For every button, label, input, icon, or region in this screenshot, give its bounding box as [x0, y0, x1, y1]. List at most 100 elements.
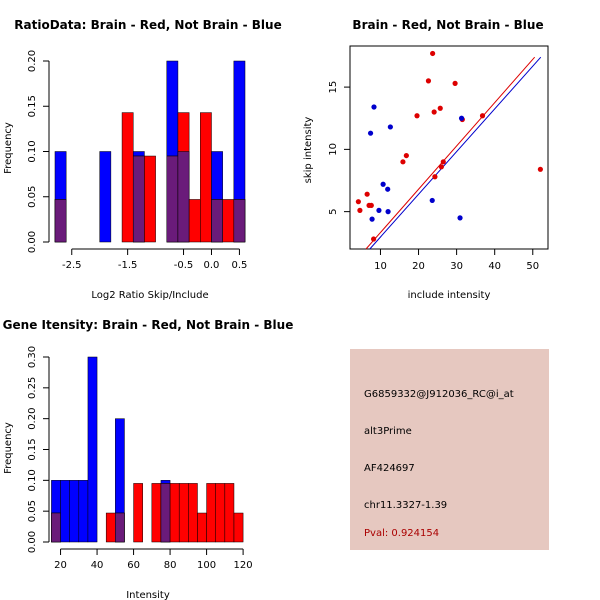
scatter-blue-fit-line — [369, 56, 542, 250]
ratio-histogram-axes: -2.5 -1.5 -0.5 0.0 0.5 0.00 0.05 0.10 0.15 0.20 — [27, 50, 247, 271]
ratio-histogram-panel: RatioData: Brain - Red, Not Brain - Blue… — [3, 18, 282, 301]
intensity-bar-brain — [206, 483, 216, 543]
ratio-bar-brain — [144, 155, 156, 243]
accession-id: AF424697 — [364, 463, 415, 474]
scatter-ylabel: skip intensity — [303, 117, 314, 184]
ratio-histogram-title: RatioData: Brain - Red, Not Brain - Blue — [14, 18, 281, 32]
scatter-point-notbrain — [385, 186, 391, 192]
scatter-point-brain — [368, 202, 374, 209]
intensity-bar-notbrain — [78, 480, 89, 543]
scatter-title: Brain - Red, Not Brain - Blue — [352, 18, 543, 32]
intensity-bar-notbrain — [87, 356, 98, 543]
ratio-bar-overlap — [54, 199, 67, 243]
scatter-point-notbrain — [457, 215, 463, 221]
intensity-x-tick-label: 120 — [234, 560, 253, 571]
intensity-bar-overlap — [51, 512, 61, 543]
scatter-point-notbrain — [385, 209, 391, 215]
scatter-point-brain — [452, 80, 458, 86]
chromosome-location: chr11.3327-1.39 — [364, 500, 447, 511]
scatter-point-brain — [430, 50, 436, 57]
intensity-x-tick-label: 80 — [164, 560, 177, 571]
scatter-point-brain — [403, 152, 409, 159]
ratio-bar-brain — [200, 112, 212, 243]
intensity-bar-brain — [197, 512, 207, 543]
scatter-point-notbrain — [376, 207, 382, 213]
ratio-bar-overlap — [132, 155, 145, 243]
scatter-point-brain — [438, 164, 444, 170]
scatter-point-notbrain — [429, 197, 435, 204]
intensity-y-tick-label: 0.00 — [27, 531, 38, 553]
ratio-y-tick-label: 0.15 — [27, 95, 38, 117]
scatter-point-brain — [414, 113, 420, 119]
ratio-y-tick-label: 0.20 — [27, 50, 38, 72]
intensity-y-tick-label: 0.30 — [27, 346, 38, 368]
scatter-point-brain — [431, 109, 437, 115]
intensity-bar-brain — [133, 483, 143, 543]
intensity-bar-brain — [188, 483, 198, 543]
ratio-bar-overlap — [166, 155, 179, 243]
scatter-point-brain — [479, 113, 486, 119]
intensity-bar-overlap — [115, 512, 125, 543]
intensity-histogram-bars — [51, 356, 244, 543]
ratio-bar-overlap — [177, 151, 190, 243]
scatter-point-brain — [355, 199, 361, 205]
scatter-xlabel: include intensity — [408, 290, 491, 301]
ratio-x-tick-label: 0.5 — [231, 260, 247, 271]
scatter-point-notbrain — [458, 115, 465, 121]
scatter-point-notbrain — [369, 216, 375, 222]
intensity-y-tick-label: 0.20 — [27, 408, 38, 430]
scatter-y-tick-label: 10 — [328, 143, 339, 156]
intensity-bar-overlap — [160, 483, 171, 543]
ratio-histogram-bars — [54, 60, 246, 243]
intensity-bar-brain — [169, 483, 180, 543]
intensity-histogram-xlabel: Intensity — [126, 590, 170, 600]
intensity-x-tick-label: 100 — [197, 560, 216, 571]
scatter-point-notbrain — [367, 130, 374, 136]
event-type: alt3Prime — [364, 426, 412, 437]
scatter-x-tick-label: 50 — [526, 261, 539, 272]
intensity-x-tick-label: 60 — [127, 560, 140, 571]
scatter-regression-lines — [365, 56, 542, 250]
intensity-y-tick-label: 0.05 — [27, 500, 38, 522]
scatter-x-tick-label: 30 — [450, 261, 463, 272]
intensity-y-tick-label: 0.10 — [27, 469, 38, 491]
intensity-y-tick-label: 0.25 — [27, 377, 38, 399]
scatter-axes: 10 20 30 40 50 5 10 15 — [328, 81, 539, 272]
ratio-x-tick-label: -0.5 — [174, 260, 194, 271]
intensity-histogram-title: Gene Itensity: Brain - Red, Not Brain - … — [3, 318, 294, 332]
ratio-bar-brain — [121, 112, 134, 243]
ratio-y-tick-label: 0.00 — [27, 231, 38, 253]
ratio-y-tick-label: 0.05 — [27, 186, 38, 208]
intensity-histogram-axes: 20 40 60 80 100 120 0.00 0.05 0.10 0.15 0.20 0.25 0.… — [27, 346, 253, 571]
scatter-y-tick-label: 15 — [328, 81, 339, 94]
scatter-point-brain — [371, 236, 377, 242]
intensity-y-tick-label: 0.15 — [27, 438, 38, 460]
scatter-x-tick-label: 10 — [374, 261, 387, 272]
scatter-x-tick-label: 40 — [488, 261, 501, 272]
scatter-point-brain — [357, 207, 363, 213]
scatter-point-brain — [440, 159, 446, 165]
pval-text: Pval: 0.924154 — [364, 528, 439, 539]
intensity-bar-brain — [151, 483, 162, 543]
intensity-x-tick-label: 20 — [54, 560, 67, 571]
probe-id: G6859332@J912036_RC@i_at — [364, 389, 514, 400]
intensity-bar-brain — [233, 512, 244, 543]
info-panel-background — [350, 349, 549, 550]
intensity-x-tick-label: 40 — [91, 560, 104, 571]
scatter-panel: Brain - Red, Not Brain - Blue 10 20 30 40 50… — [303, 18, 549, 301]
scatter-red-fit-line — [365, 56, 536, 250]
ratio-y-tick-label: 0.10 — [27, 140, 38, 162]
ratio-x-tick-label: 0.0 — [204, 260, 220, 271]
intensity-histogram-panel: Gene Itensity: Brain - Red, Not Brain - … — [3, 318, 294, 600]
info-panel: G6859332@J912036_RC@i_at alt3Prime AF424… — [350, 349, 549, 550]
ratio-bar-overlap — [233, 199, 246, 243]
scatter-point-brain — [537, 166, 543, 172]
scatter-point-brain — [400, 159, 406, 165]
ratio-x-tick-label: -2.5 — [62, 260, 82, 271]
intensity-bar-brain — [178, 483, 189, 543]
ratio-bar-overlap — [211, 199, 223, 243]
scatter-y-tick-label: 5 — [328, 208, 339, 214]
ratio-histogram-ylabel: Frequency — [3, 122, 14, 174]
intensity-bar-brain — [215, 483, 226, 543]
